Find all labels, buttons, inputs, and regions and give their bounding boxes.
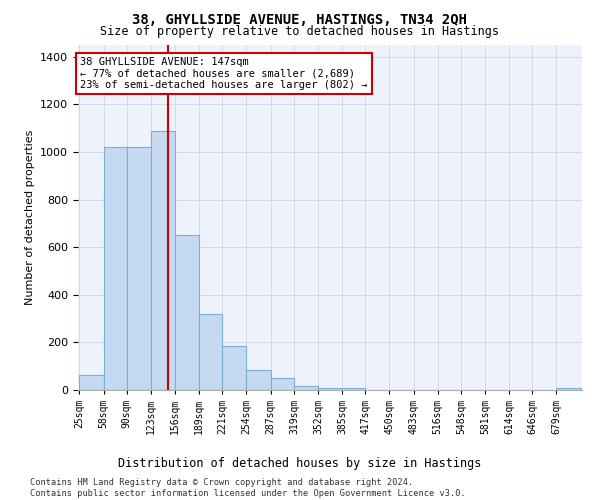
Bar — [342, 388, 365, 390]
Bar — [199, 314, 223, 390]
Text: 38, GHYLLSIDE AVENUE, HASTINGS, TN34 2QH: 38, GHYLLSIDE AVENUE, HASTINGS, TN34 2QH — [133, 12, 467, 26]
Bar — [247, 370, 271, 390]
Text: 38 GHYLLSIDE AVENUE: 147sqm
← 77% of detached houses are smaller (2,689)
23% of : 38 GHYLLSIDE AVENUE: 147sqm ← 77% of det… — [80, 57, 368, 90]
Bar — [151, 130, 175, 390]
Text: Contains HM Land Registry data © Crown copyright and database right 2024.
Contai: Contains HM Land Registry data © Crown c… — [30, 478, 466, 498]
Bar — [104, 148, 127, 390]
Bar — [556, 388, 581, 390]
Bar — [223, 346, 247, 390]
Y-axis label: Number of detached properties: Number of detached properties — [25, 130, 35, 305]
Bar — [175, 236, 199, 390]
Text: Distribution of detached houses by size in Hastings: Distribution of detached houses by size … — [118, 458, 482, 470]
Bar — [318, 388, 342, 390]
Bar — [79, 374, 104, 390]
Bar — [271, 378, 294, 390]
Text: Size of property relative to detached houses in Hastings: Size of property relative to detached ho… — [101, 25, 499, 38]
Bar — [294, 386, 318, 390]
Bar — [127, 148, 151, 390]
